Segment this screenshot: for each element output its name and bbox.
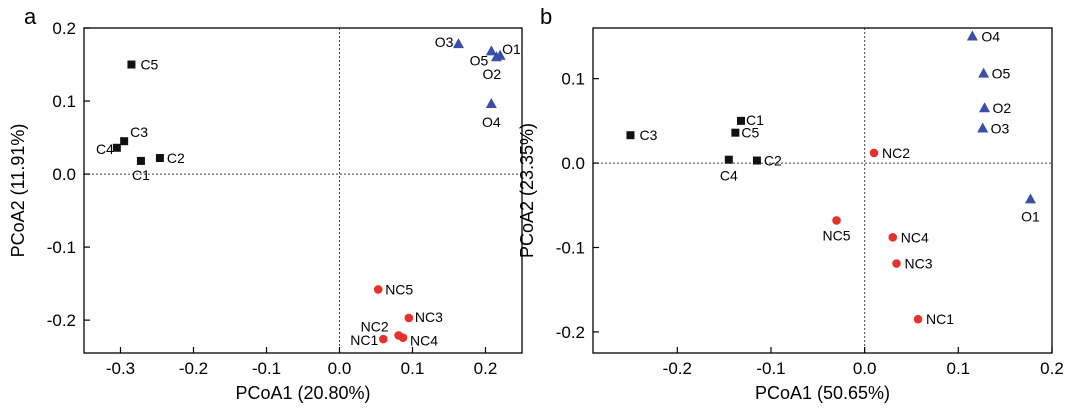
square-marker — [626, 131, 635, 140]
point-label: NC1 — [350, 332, 378, 348]
x-tick-label: -0.2 — [179, 359, 208, 378]
point-label: C2 — [167, 150, 185, 166]
x-tick-label: -0.3 — [106, 359, 135, 378]
point-label: O5 — [470, 52, 489, 68]
point-label: NC2 — [882, 145, 910, 161]
y-tick-label: 0.1 — [52, 92, 76, 111]
point-label: NC5 — [823, 227, 851, 243]
triangle-marker — [977, 122, 989, 133]
point-label: O4 — [482, 114, 501, 130]
plot-frame — [83, 27, 523, 354]
x-axis-title: PCoA1 (50.65%) — [755, 383, 890, 403]
point-label: O3 — [991, 120, 1010, 136]
circle-marker — [398, 333, 408, 342]
point-label: NC3 — [415, 309, 443, 325]
point-label: C4 — [720, 168, 738, 184]
x-tick-label: 0.1 — [947, 359, 971, 378]
point-label: NC2 — [361, 318, 389, 334]
point-label: O4 — [981, 28, 1000, 44]
x-tick-label: 0.1 — [401, 359, 425, 378]
x-tick-label: 0.0 — [853, 359, 877, 378]
point-label: O1 — [502, 41, 521, 57]
triangle-marker — [485, 45, 497, 56]
panel-b-letter: b — [540, 4, 552, 29]
point-label: C5 — [741, 125, 759, 141]
point-label: O2 — [993, 100, 1012, 116]
y-tick-label: -0.1 — [556, 238, 585, 257]
point-label: NC4 — [901, 229, 929, 245]
point-label: O5 — [992, 66, 1011, 82]
triangle-marker — [966, 30, 978, 41]
point-label: O1 — [1021, 208, 1040, 224]
point-label: C3 — [639, 127, 657, 143]
square-marker — [127, 60, 136, 69]
y-tick-label: -0.1 — [47, 238, 76, 257]
circle-marker — [869, 148, 879, 158]
point-label: NC4 — [410, 333, 438, 349]
y-tick-label: -0.2 — [556, 323, 585, 342]
point-label: NC3 — [905, 256, 933, 272]
triangle-marker — [978, 67, 990, 78]
triangle-marker — [452, 38, 464, 49]
x-tick-label: 0.0 — [328, 359, 352, 378]
y-tick-label: 0.0 — [561, 154, 585, 173]
circle-marker — [404, 313, 414, 323]
triangle-marker — [485, 97, 497, 108]
circle-marker — [379, 334, 388, 344]
circle-marker — [832, 216, 841, 225]
point-label: C4 — [96, 141, 114, 157]
y-axis-title: PCoA2 (11.91%) — [8, 124, 28, 258]
square-marker — [120, 137, 129, 146]
point-label: C5 — [140, 57, 158, 73]
square-marker — [724, 155, 733, 164]
circle-marker — [913, 314, 923, 324]
circle-marker — [373, 285, 383, 294]
y-axis-title: PCoA2 (23.35%) — [517, 123, 537, 258]
square-marker — [112, 143, 121, 152]
panel-a-letter: a — [24, 4, 37, 29]
point-label: C1 — [132, 167, 150, 183]
circle-marker — [888, 233, 898, 242]
point-label: C1 — [746, 112, 764, 128]
point-label: NC1 — [926, 311, 954, 327]
x-tick-label: 0.2 — [474, 359, 498, 378]
square-marker — [737, 116, 746, 125]
point-label: C2 — [764, 153, 782, 169]
square-marker — [731, 128, 740, 137]
y-tick-label: 0.2 — [52, 19, 76, 38]
x-axis-title: PCoA1 (20.80%) — [235, 383, 370, 403]
point-label: NC5 — [385, 281, 413, 297]
x-tick-label: -0.1 — [756, 359, 785, 378]
x-tick-label: 0.2 — [1040, 359, 1064, 378]
circle-marker — [892, 259, 901, 268]
x-tick-label: -0.2 — [663, 359, 692, 378]
square-marker — [155, 154, 164, 162]
plot-frame — [592, 27, 1053, 354]
square-marker — [752, 156, 761, 165]
panel-a: a -0.3 -0.2 -0.1 0.0 0.1 0.2 -0.2 -0.1 0.0 0.1 0.2… — [8, 4, 523, 403]
y-tick-label: 0.0 — [52, 165, 76, 184]
y-tick-label: -0.2 — [47, 311, 76, 330]
triangle-marker — [1024, 193, 1036, 204]
point-label: C3 — [130, 124, 148, 140]
point-label: O3 — [435, 34, 454, 50]
triangle-marker — [979, 102, 991, 113]
y-tick-label: 0.1 — [561, 70, 585, 89]
x-tick-label: -0.1 — [252, 359, 281, 378]
square-marker — [136, 156, 145, 165]
point-label: O2 — [482, 66, 501, 82]
triangle-marker — [490, 51, 502, 62]
panel-b: b -0.2 -0.1 0.0 0.1 0.2 -0.2 -0.1 0.0 0.1 PCoA1 (… — [517, 4, 1064, 403]
